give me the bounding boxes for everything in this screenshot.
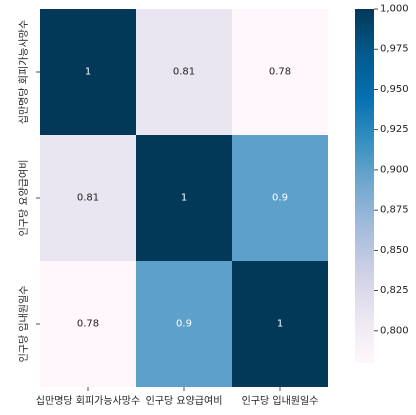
x-axis-ticks: 십만명당 회피가능사망수 인구당 요양급여비 인구당 입내원일수 — [36, 387, 319, 407]
heatmap-cell-1-1 — [136, 135, 232, 261]
y-tick-label-2: 인구당 입내원일수 — [17, 286, 30, 363]
heatmap-cells — [40, 9, 328, 387]
heatmap-cell-value-1-2: 0.9 — [272, 193, 288, 204]
y-tick-label-0: 십만명당 회피가능사망수 — [18, 20, 30, 124]
heatmap-cell-value-2-0: 0.78 — [77, 319, 99, 330]
heatmap-cell-1-2 — [232, 135, 328, 261]
colorbar-tick-label-8: 0,800 — [380, 325, 409, 336]
heatmap-cell-2-1 — [136, 261, 232, 387]
heatmap-cell-value-2-2: 1 — [277, 319, 283, 330]
heatmap-cell-value-0-0: 1 — [85, 67, 91, 78]
x-tick-label-0: 십만명당 회피가능사망수 — [36, 395, 140, 407]
colorbar-gradient — [355, 9, 374, 363]
heatmap-cell-1-0 — [40, 135, 136, 261]
heatmap-cell-value-2-1: 0.9 — [176, 319, 192, 330]
colorbar-tick-label-3: 0,925 — [380, 124, 409, 135]
colorbar-tick-label-2: 0,950 — [380, 84, 409, 95]
colorbar — [355, 9, 374, 363]
x-tick-label-2: 인구당 입내원일수 — [242, 394, 319, 407]
heatmap-cell-0-2 — [232, 9, 328, 135]
colorbar-tick-label-1: 0,975 — [380, 44, 409, 55]
heatmap-cell-labels: 1 0.81 0.78 0.81 1 0.9 0.78 0.9 1 — [77, 67, 291, 330]
heatmap-cell-2-0 — [40, 261, 136, 387]
heatmap-cell-value-1-1: 1 — [181, 193, 187, 204]
colorbar-tick-label-7: 0,825 — [380, 285, 409, 296]
heatmap-cell-value-0-1: 0.81 — [173, 67, 195, 78]
heatmap-cell-0-0 — [40, 9, 136, 135]
colorbar-ticks: 1,000 0,975 0,950 0,925 0,900 0,875 0,850 0,825… — [374, 4, 409, 336]
x-tick-label-1: 인구당 요양급여비 — [146, 395, 223, 407]
colorbar-tick-label-5: 0,875 — [380, 205, 409, 216]
colorbar-tick-label-6: 0,850 — [380, 245, 409, 256]
y-tick-label-1: 인구당 요양급여비 — [18, 160, 30, 237]
heatmap-cell-2-2 — [232, 261, 328, 387]
heatmap-cell-value-0-2: 0.78 — [269, 67, 291, 78]
colorbar-tick-label-0: 1,000 — [380, 4, 409, 15]
colorbar-tick-label-4: 0,900 — [380, 164, 409, 175]
heatmap-cell-value-1-0: 0.81 — [77, 193, 99, 204]
heatmap-cell-0-1 — [136, 9, 232, 135]
